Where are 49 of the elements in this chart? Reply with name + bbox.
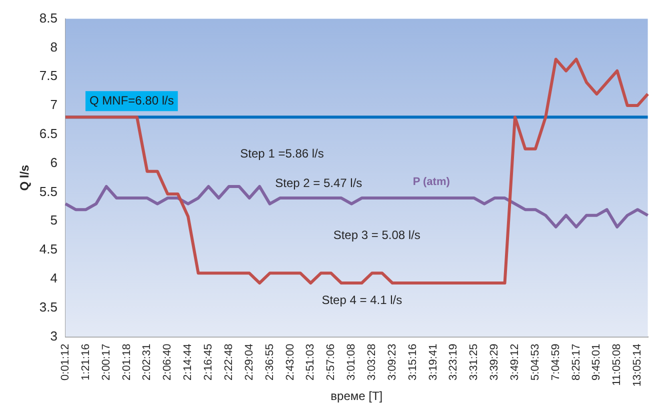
y-tick-label: 5.5 [39, 184, 58, 199]
x-tick-label: 2:36:55 [264, 344, 276, 380]
x-tick-label: 2:02:31 [141, 344, 154, 380]
x-tick-label: 2:43:00 [284, 344, 296, 380]
y-tick-label: 4 [50, 270, 58, 286]
x-tick-label: 13:05:14 [632, 344, 644, 387]
x-tick-label: 2:14:44 [182, 344, 194, 380]
x-tick-label: 2:22:48 [222, 344, 235, 380]
x-tick-label: 8:25:17 [570, 344, 582, 380]
x-tick-label: 3:49:12 [509, 344, 522, 380]
x-tick-label: 2:01:18 [120, 344, 133, 380]
x-tick-label: 2:06:40 [162, 344, 174, 380]
y-tick-label: 3.5 [39, 299, 58, 314]
y-tick-label: 4.5 [39, 242, 58, 257]
x-tick-label: 3:31:25 [468, 344, 480, 380]
y-tick-label: 8.5 [39, 10, 58, 26]
x-tick-label: 3:03:28 [366, 344, 378, 380]
x-tick-label: 0:01:12 [60, 344, 72, 380]
x-tick-label: 9:45:01 [590, 344, 603, 380]
x-tick-label: 3:23:19 [448, 344, 460, 380]
y-tick-label: 7.5 [39, 68, 58, 84]
x-tick-label: 2:51:03 [304, 344, 317, 380]
y-tick-label: 3 [50, 328, 58, 344]
x-axis-title: време [T] [330, 389, 383, 404]
annotation: Step 4 = 4.1 l/s [322, 293, 402, 308]
x-tick-label: 2:57:06 [325, 344, 338, 380]
x-tick-label: 1:21:16 [80, 344, 92, 380]
ref-line-label: Q MNF=6.80 l/s [89, 93, 174, 108]
x-tick-label: 3:15:16 [406, 344, 419, 380]
series-label: P (atm) [412, 176, 450, 188]
y-tick-label: 6 [50, 154, 58, 170]
x-tick-label: 5:04:53 [529, 344, 542, 380]
x-tick-label: 3:19:41 [427, 344, 440, 380]
x-tick-label: 2:16:45 [202, 344, 215, 380]
y-tick-label: 7 [50, 97, 58, 112]
x-tick-label: 11:05:08 [611, 344, 624, 386]
y-tick-label: 6.5 [39, 126, 58, 142]
x-tick-label: 2:00:17 [100, 344, 112, 380]
y-axis-title: Q l/s [18, 164, 32, 191]
y-tick-label: 5 [50, 212, 58, 228]
x-tick-label: 2:29:04 [243, 344, 256, 380]
annotation: Step 2 = 5.47 l/s [275, 176, 362, 190]
y-tick-label: 8 [50, 39, 58, 54]
x-tick-label: 3:09:23 [386, 344, 398, 380]
x-tick-label: 3:01:08 [346, 344, 358, 380]
annotation: Step 3 = 5.08 l/s [333, 228, 420, 242]
x-tick-label: 3:39:29 [488, 344, 501, 380]
annotation: Step 1 =5.86 l/s [240, 146, 324, 160]
x-tick-label: 7:04:59 [550, 344, 562, 380]
